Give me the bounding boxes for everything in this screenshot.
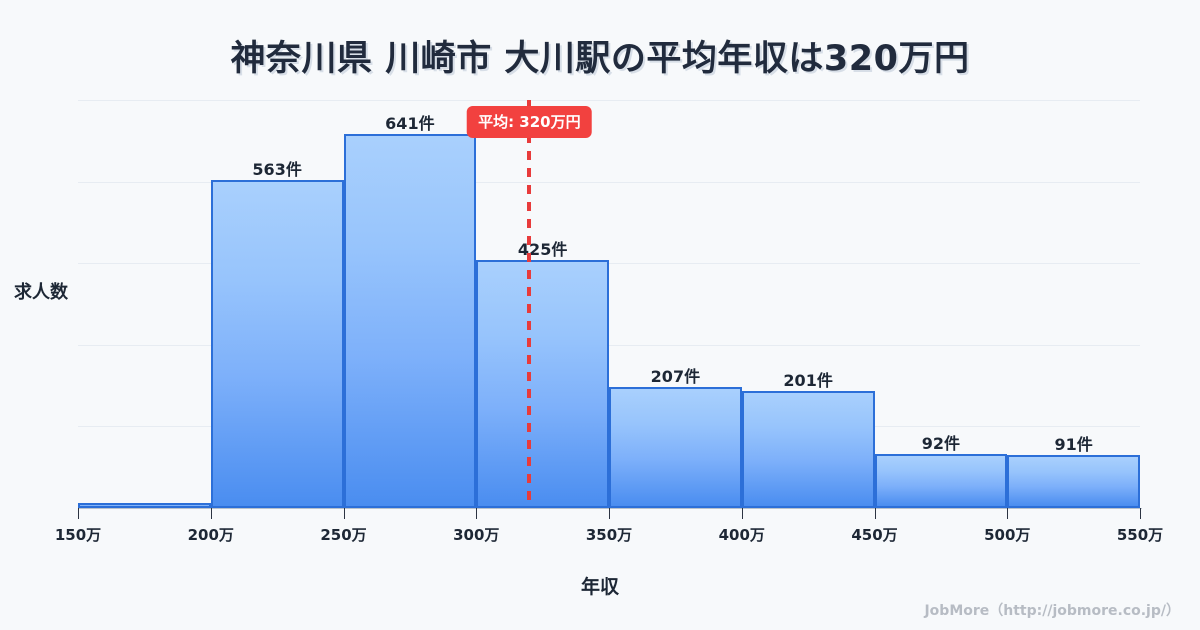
- x-axis-tick-label: 400万: [718, 526, 765, 544]
- x-axis-line: [78, 508, 1142, 509]
- x-axis-tick-label: 550万: [1116, 526, 1164, 544]
- x-axis-tick: [78, 508, 79, 519]
- x-axis-tick: [210, 508, 212, 519]
- y-axis-title: 求人数: [14, 282, 68, 303]
- x-axis-tick-label: 150万: [54, 526, 102, 544]
- watermark: JobMore（http://jobmore.co.jp/）: [924, 603, 1180, 619]
- bar[interactable]: [343, 134, 477, 508]
- x-axis-title: 年収: [580, 576, 619, 598]
- x-axis-tick-label: 200万: [187, 526, 234, 544]
- x-axis-tick-label: 500万: [984, 526, 1031, 544]
- x-axis-tick-label: 350万: [585, 526, 633, 544]
- x-axis-tick: [476, 508, 478, 519]
- gridline: [78, 181, 1140, 183]
- bar-value-label: 641件: [385, 114, 435, 134]
- x-axis-tick-label: 250万: [320, 526, 367, 544]
- bar-value-label: 92件: [921, 434, 961, 454]
- bar-value-label: 201件: [783, 370, 833, 390]
- x-axis-tick-label: 300万: [453, 526, 500, 544]
- average-badge: 平均: 320万円: [467, 106, 592, 138]
- bar-value-label: 207件: [650, 367, 701, 387]
- x-axis-tick: [609, 508, 610, 519]
- x-axis-tick: [1007, 508, 1009, 519]
- x-axis-tick: [874, 508, 876, 519]
- bar[interactable]: [741, 390, 875, 508]
- bar-value-label: 563件: [252, 159, 302, 179]
- x-axis-tick: [343, 508, 345, 519]
- x-axis-tick: [1140, 508, 1141, 519]
- x-axis-tick-label: 450万: [851, 526, 898, 544]
- bar[interactable]: [609, 387, 742, 508]
- x-axis-tick: [741, 508, 743, 519]
- bar[interactable]: [476, 260, 609, 508]
- average-vline: [527, 100, 532, 508]
- page-title: 神奈川県 川崎市 大川駅の平均年収は320万円: [230, 39, 970, 79]
- bar[interactable]: [1007, 454, 1140, 508]
- bar-value-label: 425件: [517, 240, 568, 260]
- bar-value-label: 91件: [1054, 434, 1093, 454]
- gridline: [78, 344, 1140, 346]
- gridline: [78, 263, 1140, 265]
- bar[interactable]: [78, 503, 211, 508]
- plot-area: 563件 641件 425件 207件 201件 92件 91件: [78, 100, 1140, 508]
- bar[interactable]: [210, 179, 344, 508]
- bar[interactable]: [874, 454, 1008, 508]
- gridline: [78, 100, 1140, 101]
